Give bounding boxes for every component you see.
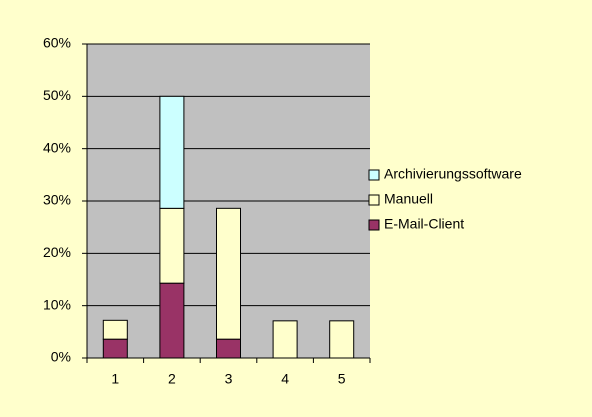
x-tick-label: 3 xyxy=(225,371,233,387)
legend-swatch xyxy=(368,169,380,181)
bar-segment xyxy=(159,207,185,284)
bar-segment xyxy=(102,338,128,359)
x-tick-label: 4 xyxy=(281,371,289,387)
bar-segment xyxy=(329,320,355,359)
y-tick-label: 30% xyxy=(43,192,71,208)
x-tick-label: 5 xyxy=(338,371,346,387)
y-tick-label: 20% xyxy=(43,244,71,260)
bar-segment xyxy=(159,282,185,359)
legend-label: Manuell xyxy=(384,191,433,207)
legend-label: E-Mail-Client xyxy=(384,216,464,232)
y-tick-label: 40% xyxy=(43,139,71,155)
x-tick-label: 1 xyxy=(111,371,119,387)
x-tick-label: 2 xyxy=(168,371,176,387)
legend-label: Archivierungssoftware xyxy=(384,166,522,182)
legend-swatch xyxy=(368,194,380,206)
bar-segment xyxy=(216,207,241,340)
legend-swatch xyxy=(368,219,380,231)
y-tick-label: 0% xyxy=(51,349,71,365)
bar-segment xyxy=(102,319,128,340)
bar-segment xyxy=(216,338,241,359)
bar-segment xyxy=(272,320,298,359)
y-tick-label: 60% xyxy=(43,35,71,51)
bar-segment xyxy=(159,95,185,209)
y-tick-label: 10% xyxy=(43,296,71,312)
y-tick-label: 50% xyxy=(43,87,71,103)
